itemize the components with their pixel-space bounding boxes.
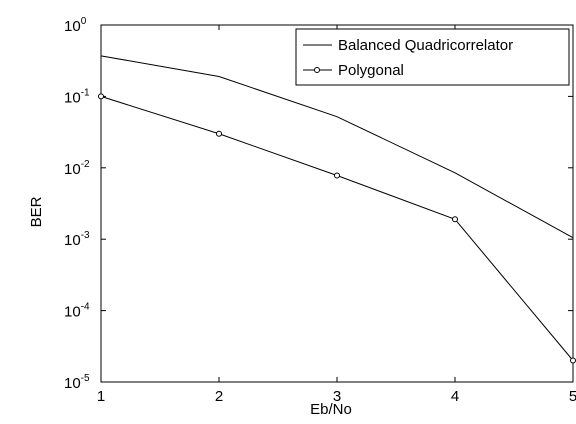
- x-ticks: 1 2 3 4 5: [97, 25, 576, 405]
- x-axis-label: Eb/No: [310, 401, 352, 418]
- y-tick-label: 10-4: [64, 302, 90, 321]
- data-point: [452, 216, 458, 223]
- y-axis-label: BER: [28, 196, 45, 227]
- legend-label-polygonal: Polygonal: [338, 62, 404, 79]
- y-tick-label: 100: [64, 16, 87, 35]
- y-tick-label: 10-1: [64, 87, 90, 106]
- y-tick-label: 10-5: [64, 373, 90, 392]
- y-tick-label: 10-3: [64, 230, 90, 249]
- data-point: [570, 357, 576, 364]
- legend: Balanced Quadricorrelator Polygonal: [295, 28, 570, 86]
- x-tick-label: 4: [451, 388, 459, 405]
- legend-label-balanced: Balanced Quadricorrelator: [338, 37, 513, 54]
- x-tick-label: 5: [569, 388, 576, 405]
- x-tick-label: 3: [333, 388, 341, 405]
- series-layer: [98, 55, 576, 364]
- data-point: [98, 93, 104, 100]
- legend-box: [295, 28, 570, 86]
- y-ticks: 100 10-1 10-2 10-3 10-4 10-5: [64, 16, 573, 392]
- legend-marker-polygonal: [314, 67, 320, 73]
- data-point: [334, 172, 340, 179]
- x-tick-label: 2: [215, 388, 223, 405]
- data-point: [216, 130, 222, 137]
- series-line-0: [100, 55, 574, 239]
- x-tick-label: 1: [97, 388, 105, 405]
- y-tick-label: 10-2: [64, 159, 90, 178]
